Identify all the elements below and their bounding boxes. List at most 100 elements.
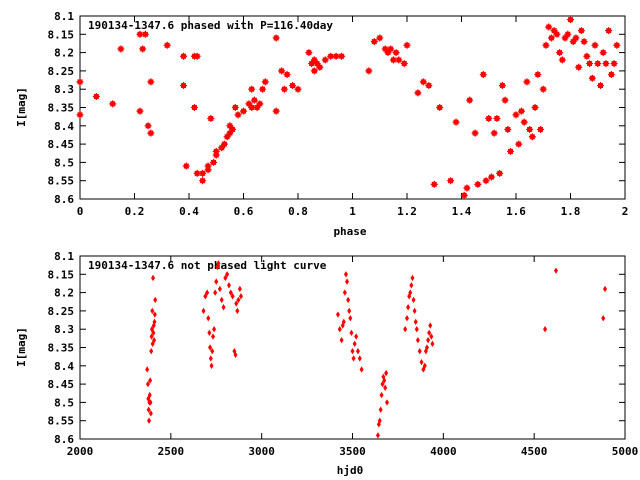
unphased-data-point (147, 417, 152, 424)
phased-data-point (338, 52, 346, 60)
phased-data-point (542, 41, 550, 49)
unphased-data-point (213, 289, 218, 296)
phased-data-point (580, 38, 588, 46)
unphased-ytick-label: 8.25 (48, 305, 75, 318)
unphased-data-point (378, 406, 383, 413)
phased-data-point (599, 49, 607, 57)
phased-data-point (567, 16, 574, 24)
phased-data-point (501, 96, 509, 104)
phased-xtick-label: 1.4 (452, 205, 472, 218)
phased-data-point (400, 60, 408, 68)
phased-data-point (474, 180, 482, 188)
phased-data-point (452, 118, 460, 126)
phased-data-point (436, 104, 444, 111)
unphased-data-point (230, 293, 235, 300)
unphased-xtick-label: 3500 (339, 445, 366, 458)
unphased-data-point (409, 282, 414, 289)
phased-xtick-label: 1.8 (561, 205, 581, 218)
phased-data-point (226, 122, 234, 130)
phased-data-point (289, 82, 297, 90)
phased-data-point (553, 30, 561, 38)
unphased-data-point (355, 347, 360, 355)
phased-data-point (180, 82, 188, 90)
phased-data-point (141, 30, 149, 38)
unphased-data-point (151, 274, 156, 282)
unphased-data-point (553, 267, 558, 274)
unphased-data-point (348, 315, 353, 322)
phased-data-point (517, 107, 525, 115)
phased-xtick-label: 0.8 (288, 205, 308, 218)
unphased-data-point (148, 399, 153, 406)
phased-ytick-label: 8.55 (48, 175, 75, 188)
unphased-data-point (208, 344, 213, 351)
phased-data-point (365, 67, 373, 75)
phased-data-point (504, 125, 512, 133)
phased-data-point (613, 41, 621, 49)
phased-ytick-label: 8.35 (48, 102, 75, 115)
unphased-ytick-label: 8.55 (48, 415, 75, 428)
phased-data-point (460, 191, 468, 199)
phased-data-point (419, 78, 427, 86)
phased-data-point (403, 41, 411, 49)
phased-data-point (248, 85, 256, 93)
unphased-data-point (214, 278, 219, 285)
unphased-data-point (428, 322, 433, 329)
phased-data-point (210, 158, 218, 166)
unphased-ytick-label: 8.1 (54, 250, 74, 263)
unphased-ytick-label: 8.4 (54, 360, 74, 373)
unphased-data-point (210, 333, 215, 340)
unphased-data-point (146, 406, 151, 413)
phased-data-point (313, 60, 321, 68)
phased-data-point (414, 89, 422, 97)
phased-ytick-label: 8.45 (48, 138, 75, 151)
unphased-data-point (210, 347, 215, 355)
unphased-xtick-label: 4000 (430, 445, 457, 458)
unphased-data-point (403, 326, 408, 333)
unphased-data-point (151, 329, 156, 337)
unphased-data-point (417, 347, 422, 355)
unphased-plot-frame (79, 255, 626, 440)
unphased-data-point (208, 355, 213, 362)
unphased-data-point (201, 307, 206, 315)
phased-data-point (586, 60, 594, 68)
unphased-data-point (341, 318, 346, 326)
unphased-data-point (383, 384, 388, 391)
phased-data-point (231, 104, 239, 111)
phased-data-point (278, 67, 286, 75)
phased-plot-xlabel: phase (333, 225, 366, 238)
phased-data-point (498, 82, 506, 90)
phased-data-point (534, 71, 542, 79)
unphased-data-point (412, 307, 417, 315)
phased-data-point (204, 162, 212, 170)
unphased-data-point (426, 336, 431, 344)
unphased-plot-title: 190134-1347.6 not phased light curve (88, 259, 327, 272)
phased-xtick-label: 0 (77, 205, 84, 218)
phased-data-point (588, 74, 596, 82)
phased-ytick-label: 8.5 (54, 156, 74, 169)
phased-data-point (376, 34, 384, 42)
unphased-data-point (410, 274, 415, 282)
unphased-data-point (148, 377, 153, 384)
unphased-data-point (349, 329, 354, 337)
phased-data-point (545, 23, 553, 31)
unphased-data-point (212, 326, 217, 333)
phased-data-point (526, 125, 534, 133)
phased-data-point (223, 133, 231, 141)
phased-data-point (577, 27, 585, 35)
unphased-data-point (406, 304, 411, 311)
unphased-data-point (351, 355, 356, 362)
unphased-data-point (427, 329, 432, 337)
unphased-data-point (236, 296, 241, 304)
phased-data-point (583, 52, 591, 60)
unphased-data-point (223, 274, 228, 282)
unphased-data-point (603, 285, 608, 293)
phased-data-point (591, 41, 599, 49)
phased-data-point (310, 67, 318, 75)
unphased-data-point (343, 271, 348, 278)
unphased-data-point (152, 336, 157, 344)
unphased-ytick-label: 8.15 (48, 268, 75, 281)
unphased-plot-points (145, 260, 608, 439)
unphased-data-point (408, 289, 413, 296)
phased-data-point (512, 111, 520, 119)
